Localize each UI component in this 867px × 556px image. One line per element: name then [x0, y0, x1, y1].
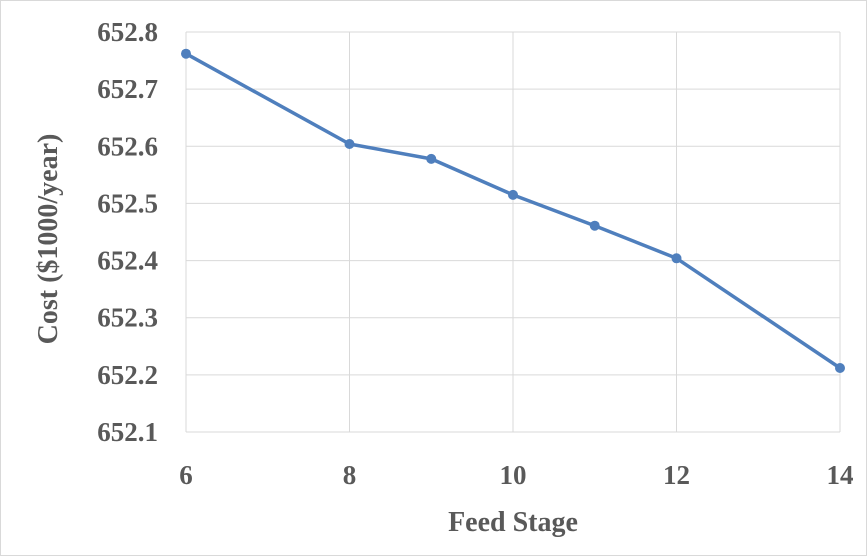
data-point — [344, 139, 355, 149]
y-tick-label: 652.8 — [97, 17, 158, 47]
y-tick-label: 652.5 — [97, 188, 158, 218]
y-tick-label: 652.4 — [97, 246, 158, 276]
x-tick-label: 10 — [500, 460, 527, 490]
y-tick-label: 652.6 — [97, 131, 158, 161]
data-point — [181, 48, 191, 59]
x-tick-label: 12 — [663, 460, 690, 490]
y-tick-label: 652.3 — [97, 303, 158, 333]
x-axis-title: Feed Stage — [448, 507, 578, 538]
x-tick-label: 6 — [179, 460, 193, 490]
y-tick-label: 652.7 — [97, 74, 158, 104]
y-tick-label: 652.2 — [97, 360, 158, 390]
y-tick-labels: 652.1 652.2 652.3 652.4 652.5 652.6 652.7 652.8 — [97, 17, 158, 447]
data-point — [508, 189, 518, 200]
x-tick-label: 14 — [827, 460, 854, 490]
data-point — [589, 220, 600, 231]
y-tick-label: 652.1 — [97, 417, 158, 447]
data-point — [835, 363, 845, 373]
x-tick-label: 8 — [343, 460, 357, 490]
series-points — [181, 48, 845, 373]
x-tick-labels: 6 8 10 12 14 — [179, 460, 853, 490]
data-point — [671, 253, 682, 264]
data-point — [426, 153, 437, 164]
grid-lines — [185, 31, 841, 433]
y-axis-title: Cost ($1000/year) — [33, 134, 64, 345]
